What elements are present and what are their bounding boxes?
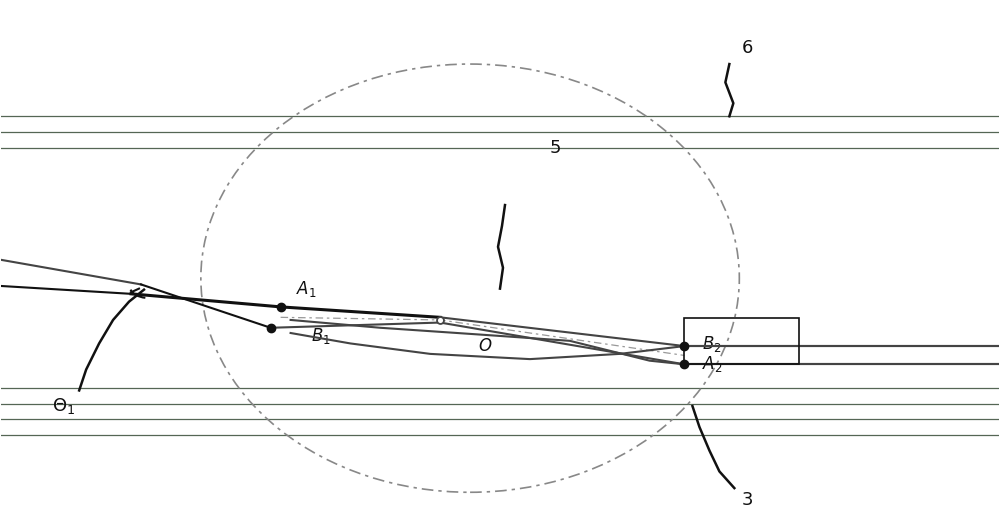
Text: $A_1$: $A_1$ [296,279,316,299]
Text: $A_2$: $A_2$ [702,354,723,374]
Text: 3: 3 [742,491,753,509]
Text: $O$: $O$ [478,337,492,355]
Text: $\Theta_1$: $\Theta_1$ [52,396,75,416]
Text: 5: 5 [549,139,561,156]
Text: 6: 6 [742,39,753,57]
Bar [684,318,799,364]
Text: $B_2$: $B_2$ [702,334,722,354]
Text: $B_1$: $B_1$ [311,326,330,345]
